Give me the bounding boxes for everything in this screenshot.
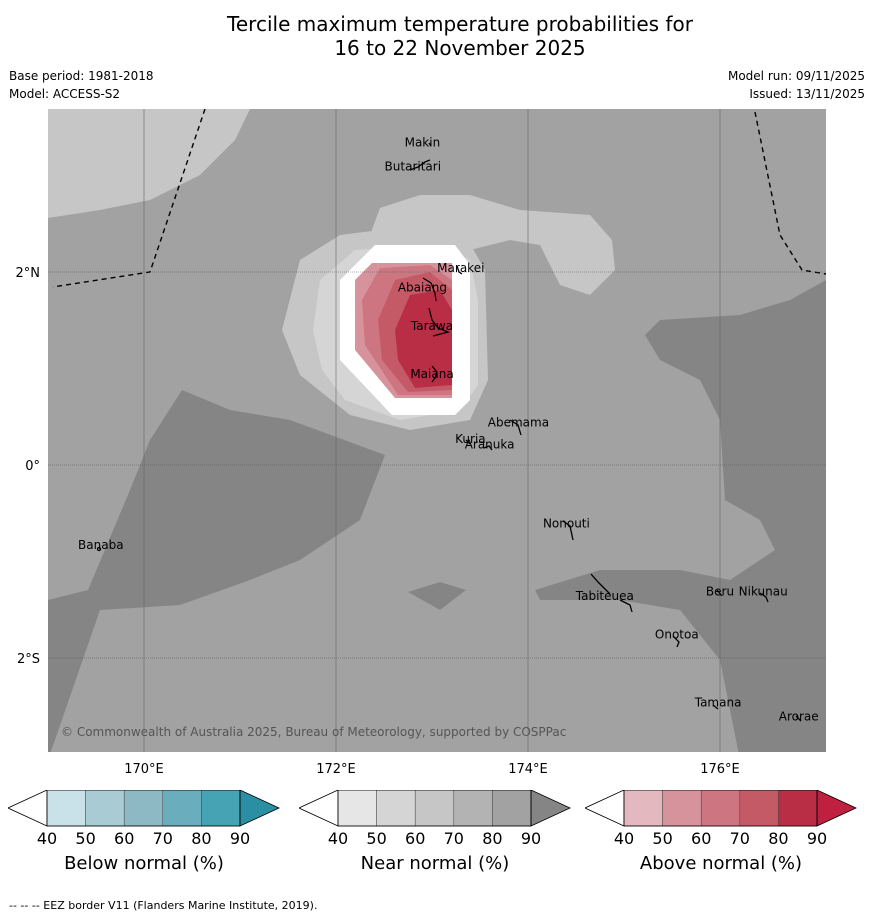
colorbar-tick-label: 80 — [191, 829, 211, 846]
colorbar-tick-label: 70 — [444, 829, 464, 846]
colorbar: 40 50 60 70 80 90 — [299, 790, 571, 846]
longitude-tick-label: 170°E — [124, 762, 164, 777]
meta-right: Model run: 09/11/2025 Issued: 13/11/2025 — [728, 67, 865, 103]
title-line-1: Tercile maximum temperature probabilitie… — [227, 12, 693, 36]
colorbar-tick-label: 60 — [691, 829, 711, 846]
colorbar-upper-extension — [816, 790, 857, 827]
place-label: Beru — [706, 584, 734, 598]
place-label: Kuria — [455, 432, 486, 446]
place-label: Butaritari — [385, 160, 442, 174]
colorbar-segment — [337, 790, 377, 827]
colorbar-tick-label: 40 — [37, 829, 57, 846]
near-normal-60-70-northwest — [48, 109, 250, 218]
place-label: Tarawa — [410, 319, 453, 333]
longitude-tick-labels: 170°E 172°E 174°E 176°E — [124, 762, 740, 777]
place-label: Nonouti — [543, 517, 590, 531]
colorbar-segment — [376, 790, 416, 827]
place-label: Maiana — [410, 367, 453, 381]
colorbar-segment — [46, 790, 86, 827]
place-label: Nikunau — [739, 584, 788, 598]
colorbar-segment — [778, 790, 818, 827]
eez-border-east — [754, 111, 826, 275]
place-label: Banaba — [78, 538, 124, 552]
colorbar-segment — [453, 790, 493, 827]
place-label: Tamana — [694, 695, 742, 709]
colorbar-segment — [123, 790, 164, 827]
colorbar-tick-label: 40 — [328, 829, 348, 846]
latitude-tick-label: 2°N — [16, 266, 41, 281]
colorbar-segment — [623, 790, 663, 827]
probability-map: Makin Butaritari Marakei Abaiang Tarawa Maian… — [16, 109, 826, 777]
colorbar-upper-extension — [530, 790, 571, 827]
colorbar-segment — [162, 790, 202, 827]
place-label: Onotoa — [655, 628, 699, 642]
colorbar-segment — [492, 790, 532, 827]
colorbar-label: Near normal (%) — [360, 853, 510, 874]
latitude-tick-label: 2°S — [17, 652, 40, 667]
near-normal-60-70-centre — [370, 195, 615, 295]
colorbar-tick-label: 50 — [652, 829, 672, 846]
colorbar-lower-extension — [299, 790, 339, 827]
longitude-tick-label: 176°E — [700, 762, 740, 777]
colorbar-segment — [85, 790, 125, 827]
colorbar-tick-label: 80 — [482, 829, 502, 846]
latitude-tick-label: 0° — [25, 459, 40, 474]
colorbar-tick-label: 50 — [75, 829, 95, 846]
colorbar-tick-label: 90 — [807, 829, 827, 846]
place-label: Marakei — [437, 261, 484, 275]
near-normal-90-region-west — [48, 390, 385, 752]
base-period: Base period: 1981-2018 — [9, 69, 154, 83]
meta-left: Base period: 1981-2018 Model: ACCESS-S2 — [9, 67, 154, 103]
colorbar-label: Above normal (%) — [639, 853, 803, 874]
place-label: Abemama — [488, 415, 549, 429]
colorbar-tick-label: 90 — [230, 829, 250, 846]
colorbar-tick-label: 50 — [366, 829, 386, 846]
colorbar-tick-label: 90 — [521, 829, 541, 846]
place-label: Abaiang — [398, 280, 447, 294]
place-labels: Makin Butaritari Marakei Abaiang Tarawa Maian… — [78, 136, 819, 724]
colorbar-segment — [414, 790, 455, 827]
title-line-2: 16 to 22 November 2025 — [334, 36, 586, 60]
longitude-tick-label: 174°E — [508, 762, 548, 777]
map-title: Tercile maximum temperature probabilitie… — [0, 12, 873, 60]
colorbar: 40 50 60 70 80 90 — [585, 790, 857, 846]
issued-date: Issued: 13/11/2025 — [749, 87, 865, 101]
colorbar-tick-label: 60 — [114, 829, 134, 846]
colorbar: 40 50 60 70 80 90 — [8, 790, 280, 846]
colorbar-tick-label: 80 — [768, 829, 788, 846]
longitude-tick-label: 172°E — [316, 762, 356, 777]
eez-border-note: -- -- -- EEZ border V11 (Flanders Marine… — [9, 899, 318, 912]
colorbar-tick-label: 40 — [614, 829, 634, 846]
colorbar-segment — [739, 790, 779, 827]
place-label: Arorae — [779, 710, 819, 724]
colorbar-segment — [201, 790, 241, 827]
colorbar-lower-extension — [8, 790, 48, 827]
colorbar-segment — [700, 790, 741, 827]
copyright-notice: © Commonwealth of Australia 2025, Bureau… — [61, 725, 566, 739]
near-normal-90-patch — [408, 582, 466, 610]
place-label: Aranuka — [465, 438, 515, 452]
colorbar-upper-extension — [239, 790, 280, 827]
latitude-tick-labels: 2°N 0° 2°S — [16, 266, 41, 667]
near-normal-90-region-east — [535, 280, 826, 752]
colorbar-tick-label: 60 — [405, 829, 425, 846]
place-label: Makin — [405, 136, 441, 150]
island-outlines — [96, 142, 802, 722]
colorbar-tick-label: 70 — [153, 829, 173, 846]
model-name: Model: ACCESS-S2 — [9, 87, 121, 101]
colorbar-tick-label: 70 — [730, 829, 750, 846]
place-label: Tabiteuea — [575, 589, 634, 603]
colorbar-label: Below normal (%) — [64, 853, 224, 874]
colorbar-segment — [662, 790, 702, 827]
graticule — [48, 109, 826, 752]
above-normal-80-90-region — [395, 290, 452, 388]
model-run: Model run: 09/11/2025 — [727, 69, 865, 83]
colorbar-lower-extension — [585, 790, 625, 827]
